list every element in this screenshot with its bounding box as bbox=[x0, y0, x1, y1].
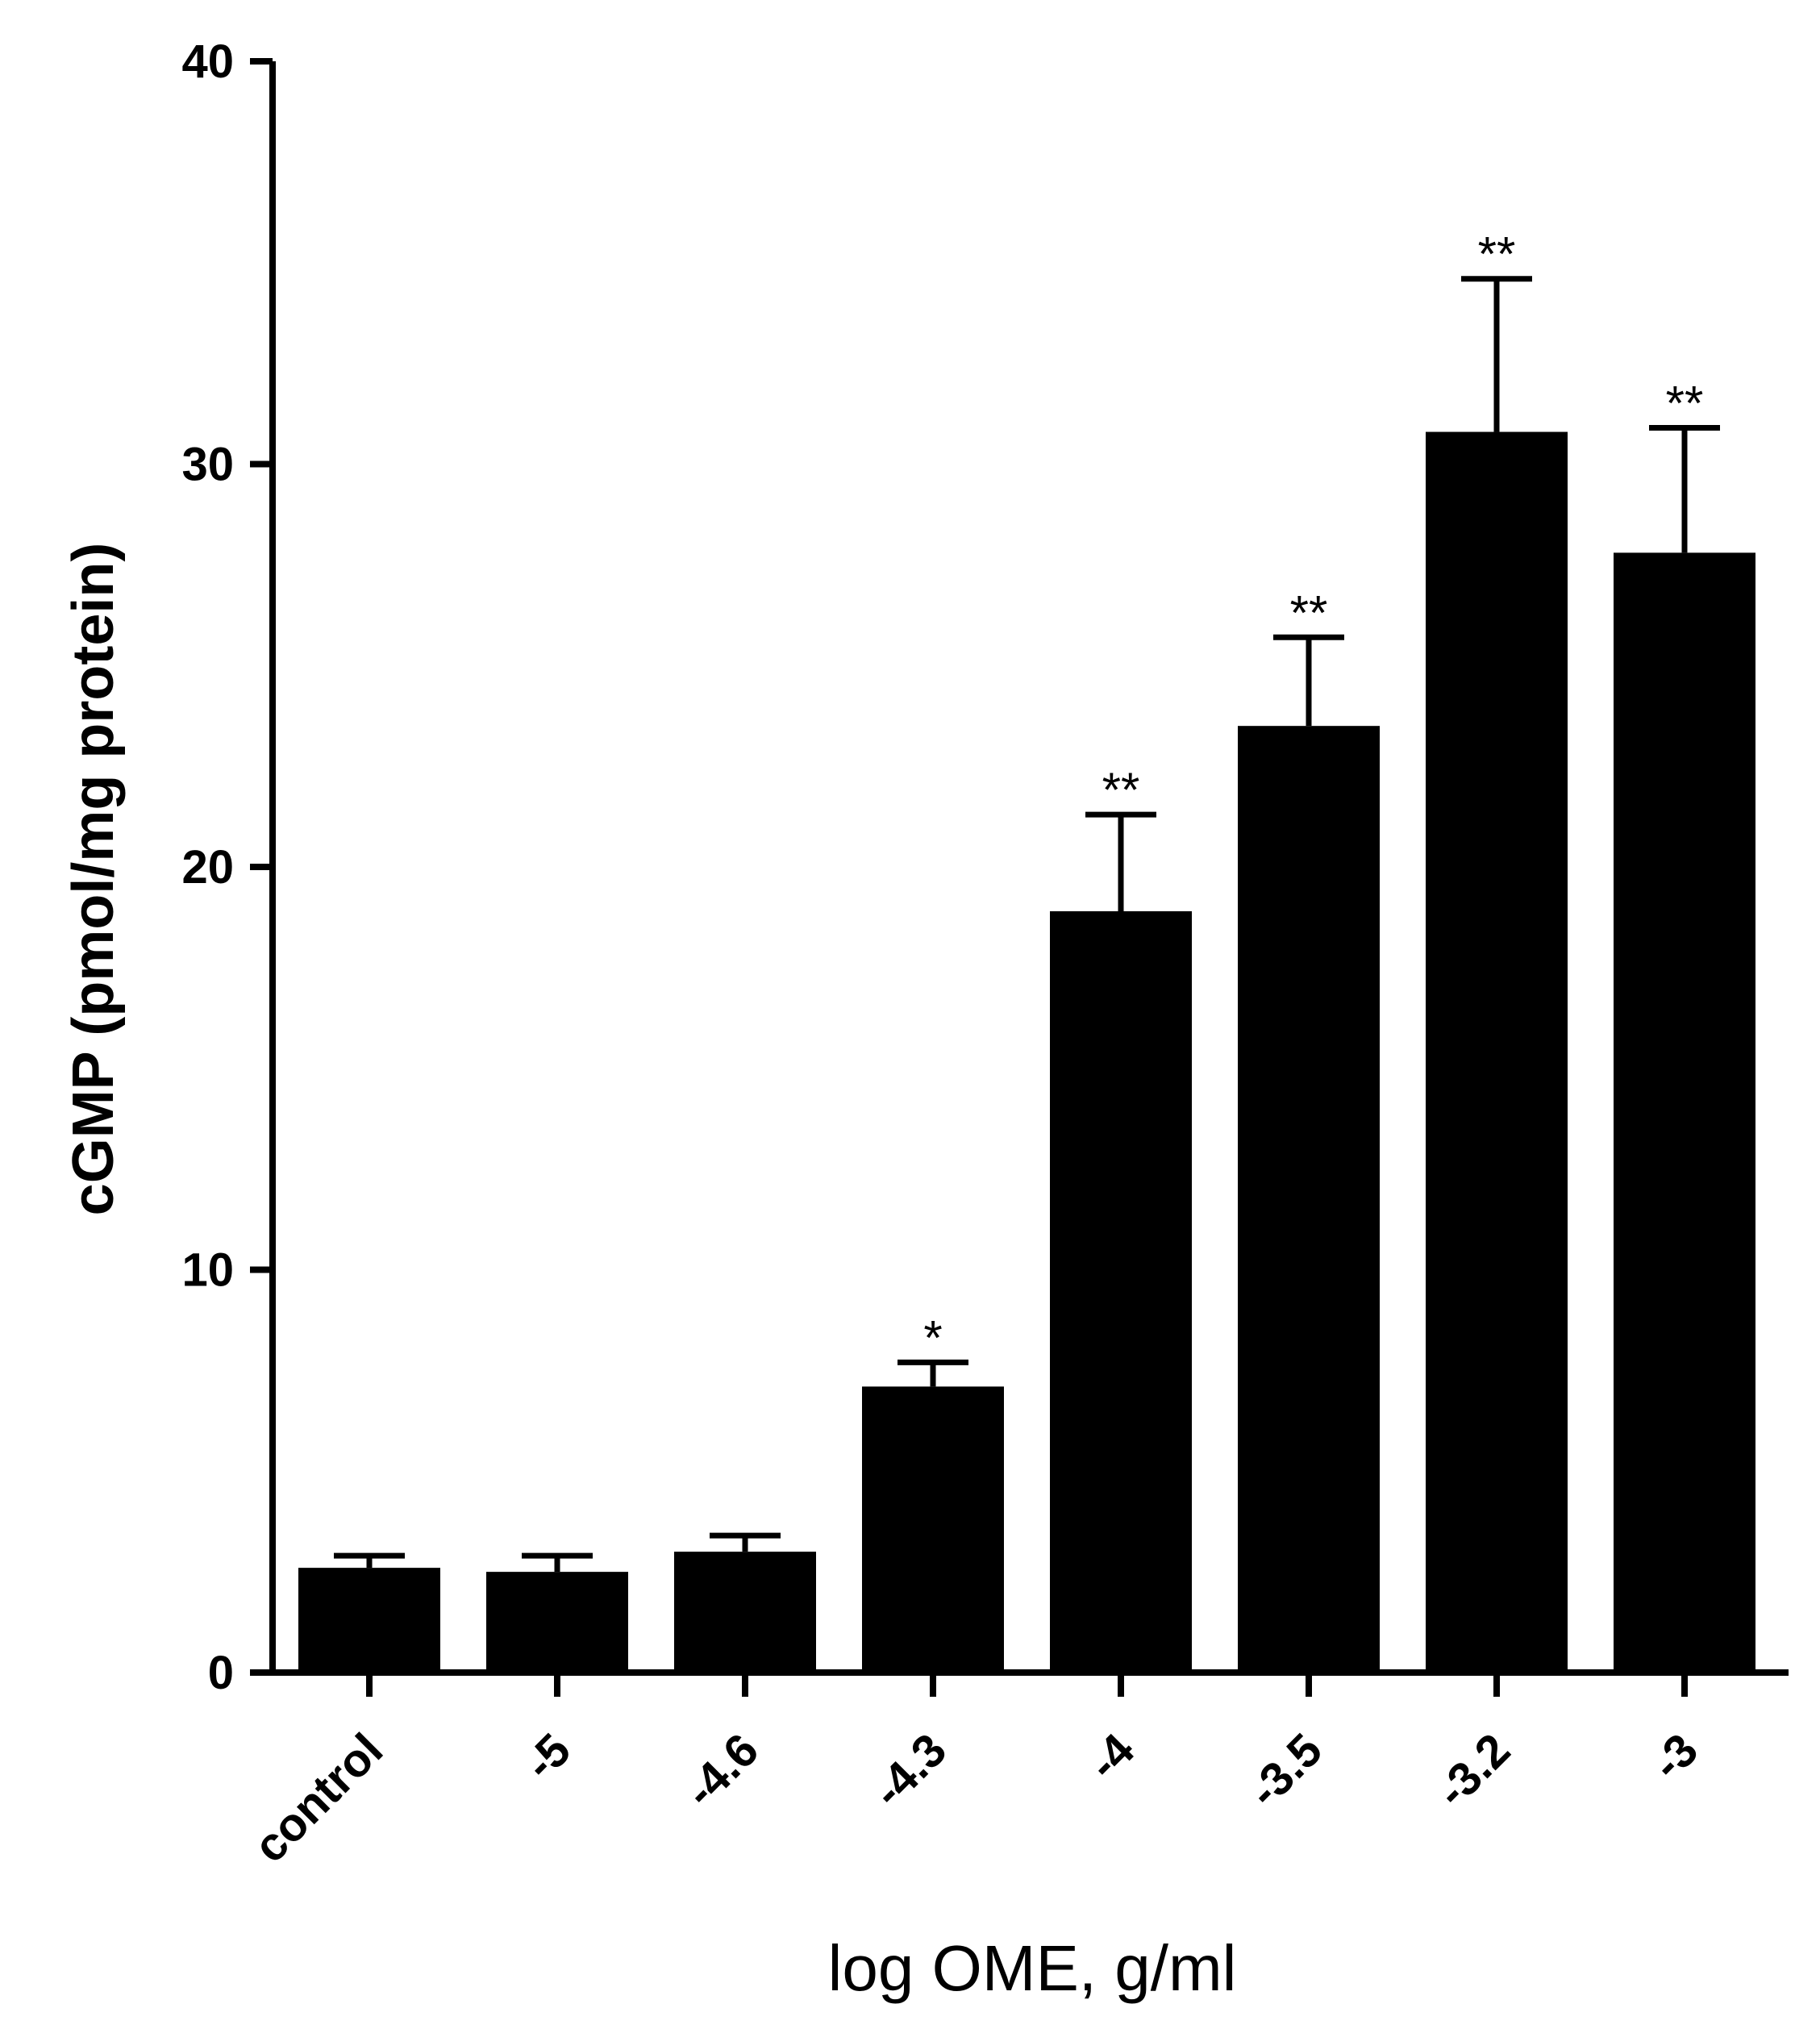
x-tick-label: -4.6 bbox=[675, 1723, 769, 1818]
y-axis-title: cGMP (pmol/mg protein) bbox=[61, 543, 126, 1216]
bars bbox=[298, 431, 1755, 1673]
y-tick-label: 10 bbox=[181, 1244, 234, 1297]
y-axis: 0 10 20 30 40 bbox=[181, 35, 276, 1699]
y-tick-label: 20 bbox=[181, 841, 234, 894]
x-tick-label: -3 bbox=[1642, 1723, 1708, 1789]
significance-markers: ********* bbox=[923, 227, 1703, 1365]
y-tick-label: 40 bbox=[181, 35, 234, 88]
x-tick-label: control bbox=[244, 1723, 393, 1873]
bar bbox=[1238, 726, 1380, 1673]
x-tick-label: -3.2 bbox=[1426, 1723, 1521, 1818]
x-axis-title: log OME, g/ml bbox=[828, 1932, 1237, 2004]
bar bbox=[862, 1386, 1004, 1673]
y-tick-label: 30 bbox=[181, 439, 234, 491]
x-tick-label: -3.5 bbox=[1239, 1723, 1333, 1818]
bar bbox=[486, 1572, 628, 1673]
significance-label: ** bbox=[1102, 763, 1140, 817]
significance-label: ** bbox=[1666, 377, 1704, 431]
x-axis: control -5 -4.6 -4.3 -4 -3.5 -3.2 -3 bbox=[244, 1669, 1789, 1873]
y-tick-label: 0 bbox=[208, 1647, 234, 1699]
x-tick-label: -4 bbox=[1078, 1723, 1144, 1789]
significance-label: * bbox=[923, 1310, 942, 1364]
significance-label: ** bbox=[1478, 227, 1516, 281]
bar bbox=[298, 1568, 440, 1673]
x-tick-label: -4.3 bbox=[863, 1723, 957, 1818]
error-bars bbox=[334, 276, 1720, 1573]
bar bbox=[1426, 431, 1568, 1673]
bar bbox=[1050, 910, 1192, 1673]
bar bbox=[1614, 552, 1755, 1673]
significance-label: ** bbox=[1290, 585, 1328, 640]
x-tick-label: -5 bbox=[514, 1723, 581, 1789]
bar bbox=[674, 1552, 816, 1673]
